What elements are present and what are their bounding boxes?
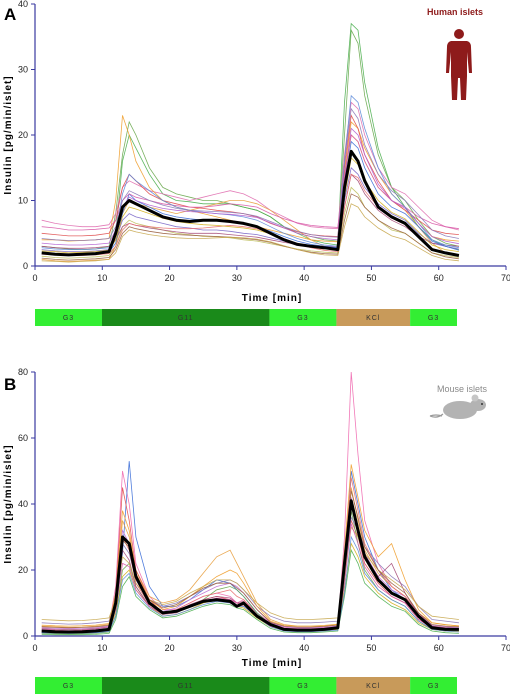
- stim-segment: [410, 677, 457, 694]
- stim-segment-label: G11: [178, 315, 194, 322]
- stim-segment-label: G3: [63, 683, 74, 690]
- human-figure-icon: [446, 29, 472, 100]
- x-tick-label: 60: [434, 643, 444, 653]
- y-tick-label: 10: [18, 196, 28, 206]
- stim-segment-label: G3: [297, 683, 308, 690]
- mouse-icon: [429, 394, 486, 419]
- stim-segment-label: G3: [63, 315, 74, 322]
- stim-segment: [336, 677, 411, 694]
- trace-line-3: [41, 101, 459, 231]
- x-tick-label: 30: [232, 643, 242, 653]
- x-tick-label: 50: [366, 643, 376, 653]
- x-tick-label: 20: [165, 643, 175, 653]
- x-tick-label: 0: [32, 273, 37, 283]
- x-tick-label: 0: [32, 643, 37, 653]
- x-tick-label: 30: [232, 273, 242, 283]
- panel-a-label: A: [4, 5, 16, 24]
- y-tick-label: 20: [18, 130, 28, 140]
- stim-segment: [269, 309, 337, 326]
- x-tick-label: 70: [501, 273, 510, 283]
- panel-b-xlabel: Time [min]: [242, 658, 302, 669]
- x-tick-label: 50: [366, 273, 376, 283]
- mean-trace-line: [41, 499, 459, 634]
- panel-b-axes: 0 10 20 30 40 50 60 70 0 20 40 60 80: [18, 367, 510, 653]
- stim-segment-label: G3: [428, 315, 439, 322]
- panel-a-ylabel: Insulin [pg/min/islet]: [3, 75, 14, 194]
- y-tick-label: 60: [18, 433, 28, 443]
- x-tick-label: 10: [97, 273, 107, 283]
- panel-a-stimulation-bar: G3 G11 G3 KCl G3: [35, 309, 457, 326]
- stim-segment: [269, 677, 337, 694]
- mouse-islets-label: Mouse islets: [437, 384, 488, 394]
- y-tick-label: 20: [18, 565, 28, 575]
- trace-line-7: [41, 542, 459, 634]
- stim-segment: [35, 309, 102, 326]
- stim-segment: [101, 677, 270, 694]
- panel-b-ylabel: Insulin [pg/min/islet]: [3, 444, 14, 563]
- x-tick-label: 70: [501, 643, 510, 653]
- trace-line-13: [41, 535, 459, 634]
- x-tick-label: 10: [97, 643, 107, 653]
- y-tick-label: 40: [18, 499, 28, 509]
- y-tick-label: 0: [23, 261, 28, 271]
- stim-segment: [336, 309, 411, 326]
- panel-b-traces: [41, 371, 459, 636]
- trace-line-10: [41, 548, 459, 636]
- y-tick-label: 0: [23, 631, 28, 641]
- trace-line-5: [41, 510, 459, 635]
- stim-segment-label: G11: [178, 683, 194, 690]
- y-tick-label: 40: [18, 0, 28, 9]
- x-tick-label: 60: [434, 273, 444, 283]
- stim-segment-label: G3: [428, 683, 439, 690]
- stim-segment-label: G3: [297, 315, 308, 322]
- mean-trace-line: [41, 149, 460, 257]
- stim-segment: [410, 309, 457, 326]
- trace-line-14: [41, 203, 459, 263]
- panel-a-axes: 0 10 20 30 40 50 60 70 0 10 20 30 40: [18, 0, 510, 283]
- trace-line-11: [41, 193, 459, 261]
- trace-line-17: [41, 107, 459, 241]
- panel-b-label: B: [4, 375, 16, 394]
- y-tick-label: 30: [18, 65, 28, 75]
- trace-line-18: [41, 157, 459, 254]
- x-tick-label: 40: [299, 643, 309, 653]
- human-islets-label: Human islets: [427, 7, 483, 17]
- trace-line-15: [41, 523, 459, 632]
- panel-a-traces: [41, 22, 460, 263]
- stim-segment: [35, 677, 102, 694]
- panel-a-xlabel: Time [min]: [242, 293, 302, 304]
- stim-segment: [101, 309, 270, 326]
- panel-b-stimulation-bar: G3 G11 G3 KCl G3: [35, 677, 457, 694]
- stim-segment-label: KCl: [366, 315, 380, 322]
- x-tick-label: 20: [165, 273, 175, 283]
- trace-line-12: [41, 134, 459, 231]
- stim-segment-label: KCl: [366, 683, 380, 690]
- x-tick-label: 40: [299, 273, 309, 283]
- y-tick-label: 80: [18, 367, 28, 377]
